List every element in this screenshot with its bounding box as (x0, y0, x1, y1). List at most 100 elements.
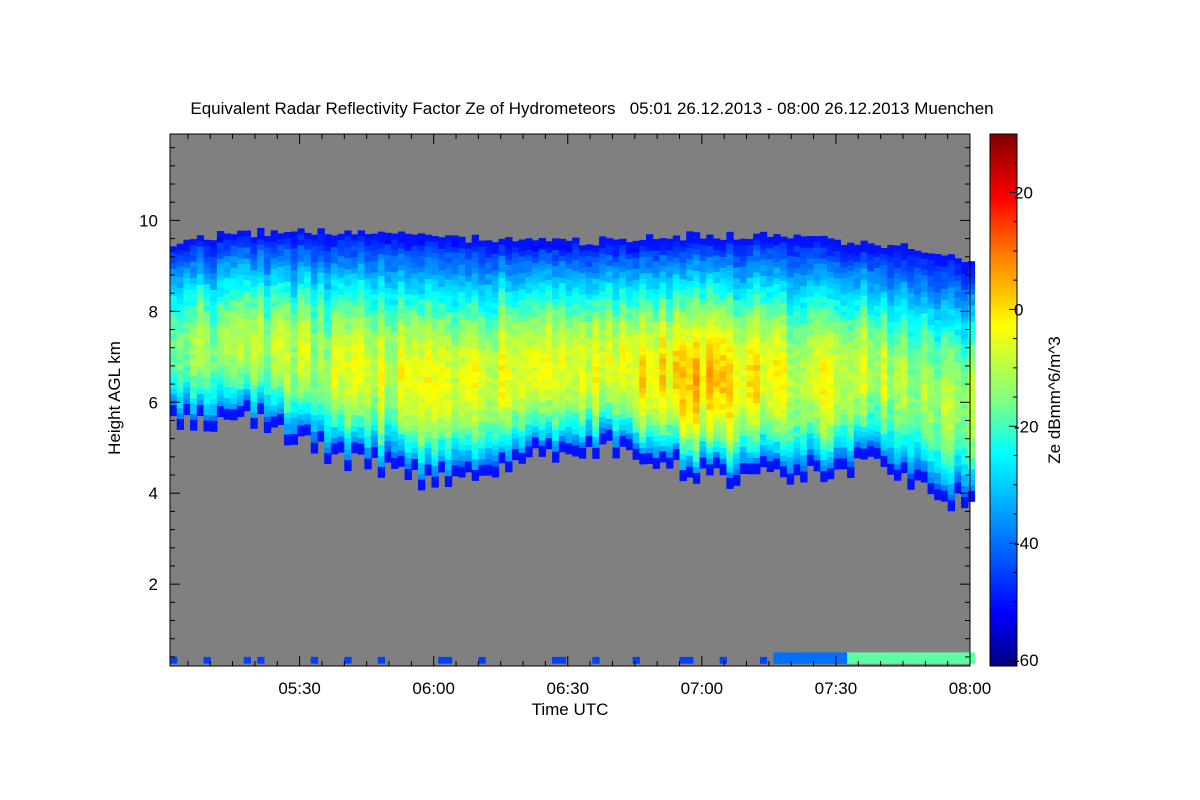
heatmap-cell (619, 326, 627, 333)
heatmap-cell (806, 241, 815, 248)
heatmap-cell (887, 441, 895, 448)
heatmap-cell (867, 325, 875, 332)
heatmap-cell (384, 232, 392, 239)
heatmap-cell (578, 299, 587, 306)
heatmap-cell (773, 239, 781, 246)
heatmap-cell (954, 274, 962, 281)
heatmap-cell (800, 416, 808, 423)
heatmap-cell (947, 336, 955, 343)
heatmap-cell (297, 375, 305, 382)
heatmap-cell (713, 254, 721, 261)
heatmap-cell (538, 341, 546, 348)
heatmap-cell (692, 324, 701, 331)
heatmap-cell (646, 250, 654, 257)
heatmap-cell (572, 264, 580, 271)
heatmap-cell (679, 415, 687, 422)
heatmap-cell (203, 267, 211, 274)
heatmap-cell (371, 353, 379, 360)
heatmap-cell (418, 298, 426, 305)
heatmap-cell (853, 321, 862, 328)
heatmap-cell (934, 254, 942, 261)
heatmap-cell (914, 403, 922, 410)
heatmap-cell (176, 254, 184, 261)
heatmap-cell (739, 342, 748, 349)
heatmap-cell (947, 423, 955, 430)
heatmap-cell (860, 257, 868, 264)
heatmap-cell (612, 446, 620, 453)
heatmap-cell (478, 284, 486, 291)
heatmap-cell (585, 397, 593, 404)
heatmap-cell (478, 344, 486, 351)
heatmap-cell (498, 435, 506, 442)
heatmap-cell (263, 285, 272, 292)
heatmap-cell (391, 430, 399, 437)
heatmap-cell (418, 309, 426, 316)
heatmap-cell (632, 301, 640, 308)
heatmap-cell (532, 305, 540, 312)
heatmap-cell (310, 322, 319, 329)
heatmap-cell (491, 307, 500, 314)
heatmap-cell (284, 412, 292, 419)
heatmap-cell (719, 305, 727, 312)
heatmap-cell (532, 316, 540, 323)
heatmap-cell (585, 348, 593, 355)
heatmap-cell (203, 283, 211, 290)
heatmap-cell (357, 263, 365, 270)
heatmap-cell (384, 276, 392, 283)
heatmap-cell (210, 349, 218, 356)
heatmap-cell (967, 310, 976, 317)
heatmap-cell (833, 441, 841, 448)
heatmap-cell (290, 351, 298, 358)
heatmap-cell (860, 267, 868, 274)
heatmap-cell (438, 324, 446, 331)
heatmap-cell (954, 438, 962, 445)
heatmap-cell (384, 434, 392, 441)
heatmap-cell (920, 476, 929, 483)
heatmap-cell (853, 277, 862, 284)
heatmap-cell (545, 344, 553, 351)
heatmap-cell (384, 265, 392, 272)
heatmap-cell (324, 397, 332, 404)
heatmap-cell (786, 260, 795, 267)
heatmap-cell (451, 431, 459, 438)
heatmap-cell (237, 285, 245, 292)
heatmap-cell (565, 311, 573, 318)
heatmap-cell (230, 403, 238, 410)
heatmap-cell (599, 269, 607, 276)
heatmap-cell (612, 408, 620, 415)
heatmap-cell (806, 307, 815, 314)
heatmap-cell (686, 422, 694, 429)
heatmap-cell (914, 310, 922, 317)
heatmap-cell (719, 469, 727, 476)
heatmap-cell (491, 275, 500, 282)
heatmap-cell (813, 405, 821, 412)
heatmap-cell (397, 264, 406, 271)
heatmap-cell (806, 448, 815, 455)
heatmap-cell (632, 290, 640, 297)
heatmap-cell (719, 267, 727, 274)
heatmap-cell (853, 310, 862, 317)
heatmap-cell (605, 380, 614, 387)
heatmap-cell (934, 264, 942, 271)
heatmap-cell (867, 450, 875, 457)
heatmap-cell (196, 355, 205, 362)
heatmap-cell (465, 439, 473, 446)
heatmap-cell (505, 411, 513, 418)
heatmap-cell (230, 266, 238, 273)
heatmap-cell (237, 236, 245, 243)
heatmap-cell (404, 462, 412, 469)
heatmap-cell (692, 286, 701, 293)
heatmap-cell (833, 397, 841, 404)
heatmap-cell (491, 280, 500, 287)
heatmap-cell (498, 419, 506, 426)
heatmap-cell (391, 331, 399, 338)
heatmap-cell (511, 301, 520, 308)
heatmap-cell (961, 502, 969, 509)
heatmap-cell (237, 356, 245, 363)
heatmap-cell (940, 424, 949, 431)
heatmap-cell (270, 263, 278, 270)
heatmap-cell (833, 310, 841, 317)
heatmap-cell (672, 399, 681, 406)
heatmap-cell (692, 445, 701, 452)
heatmap-cell (572, 395, 580, 402)
